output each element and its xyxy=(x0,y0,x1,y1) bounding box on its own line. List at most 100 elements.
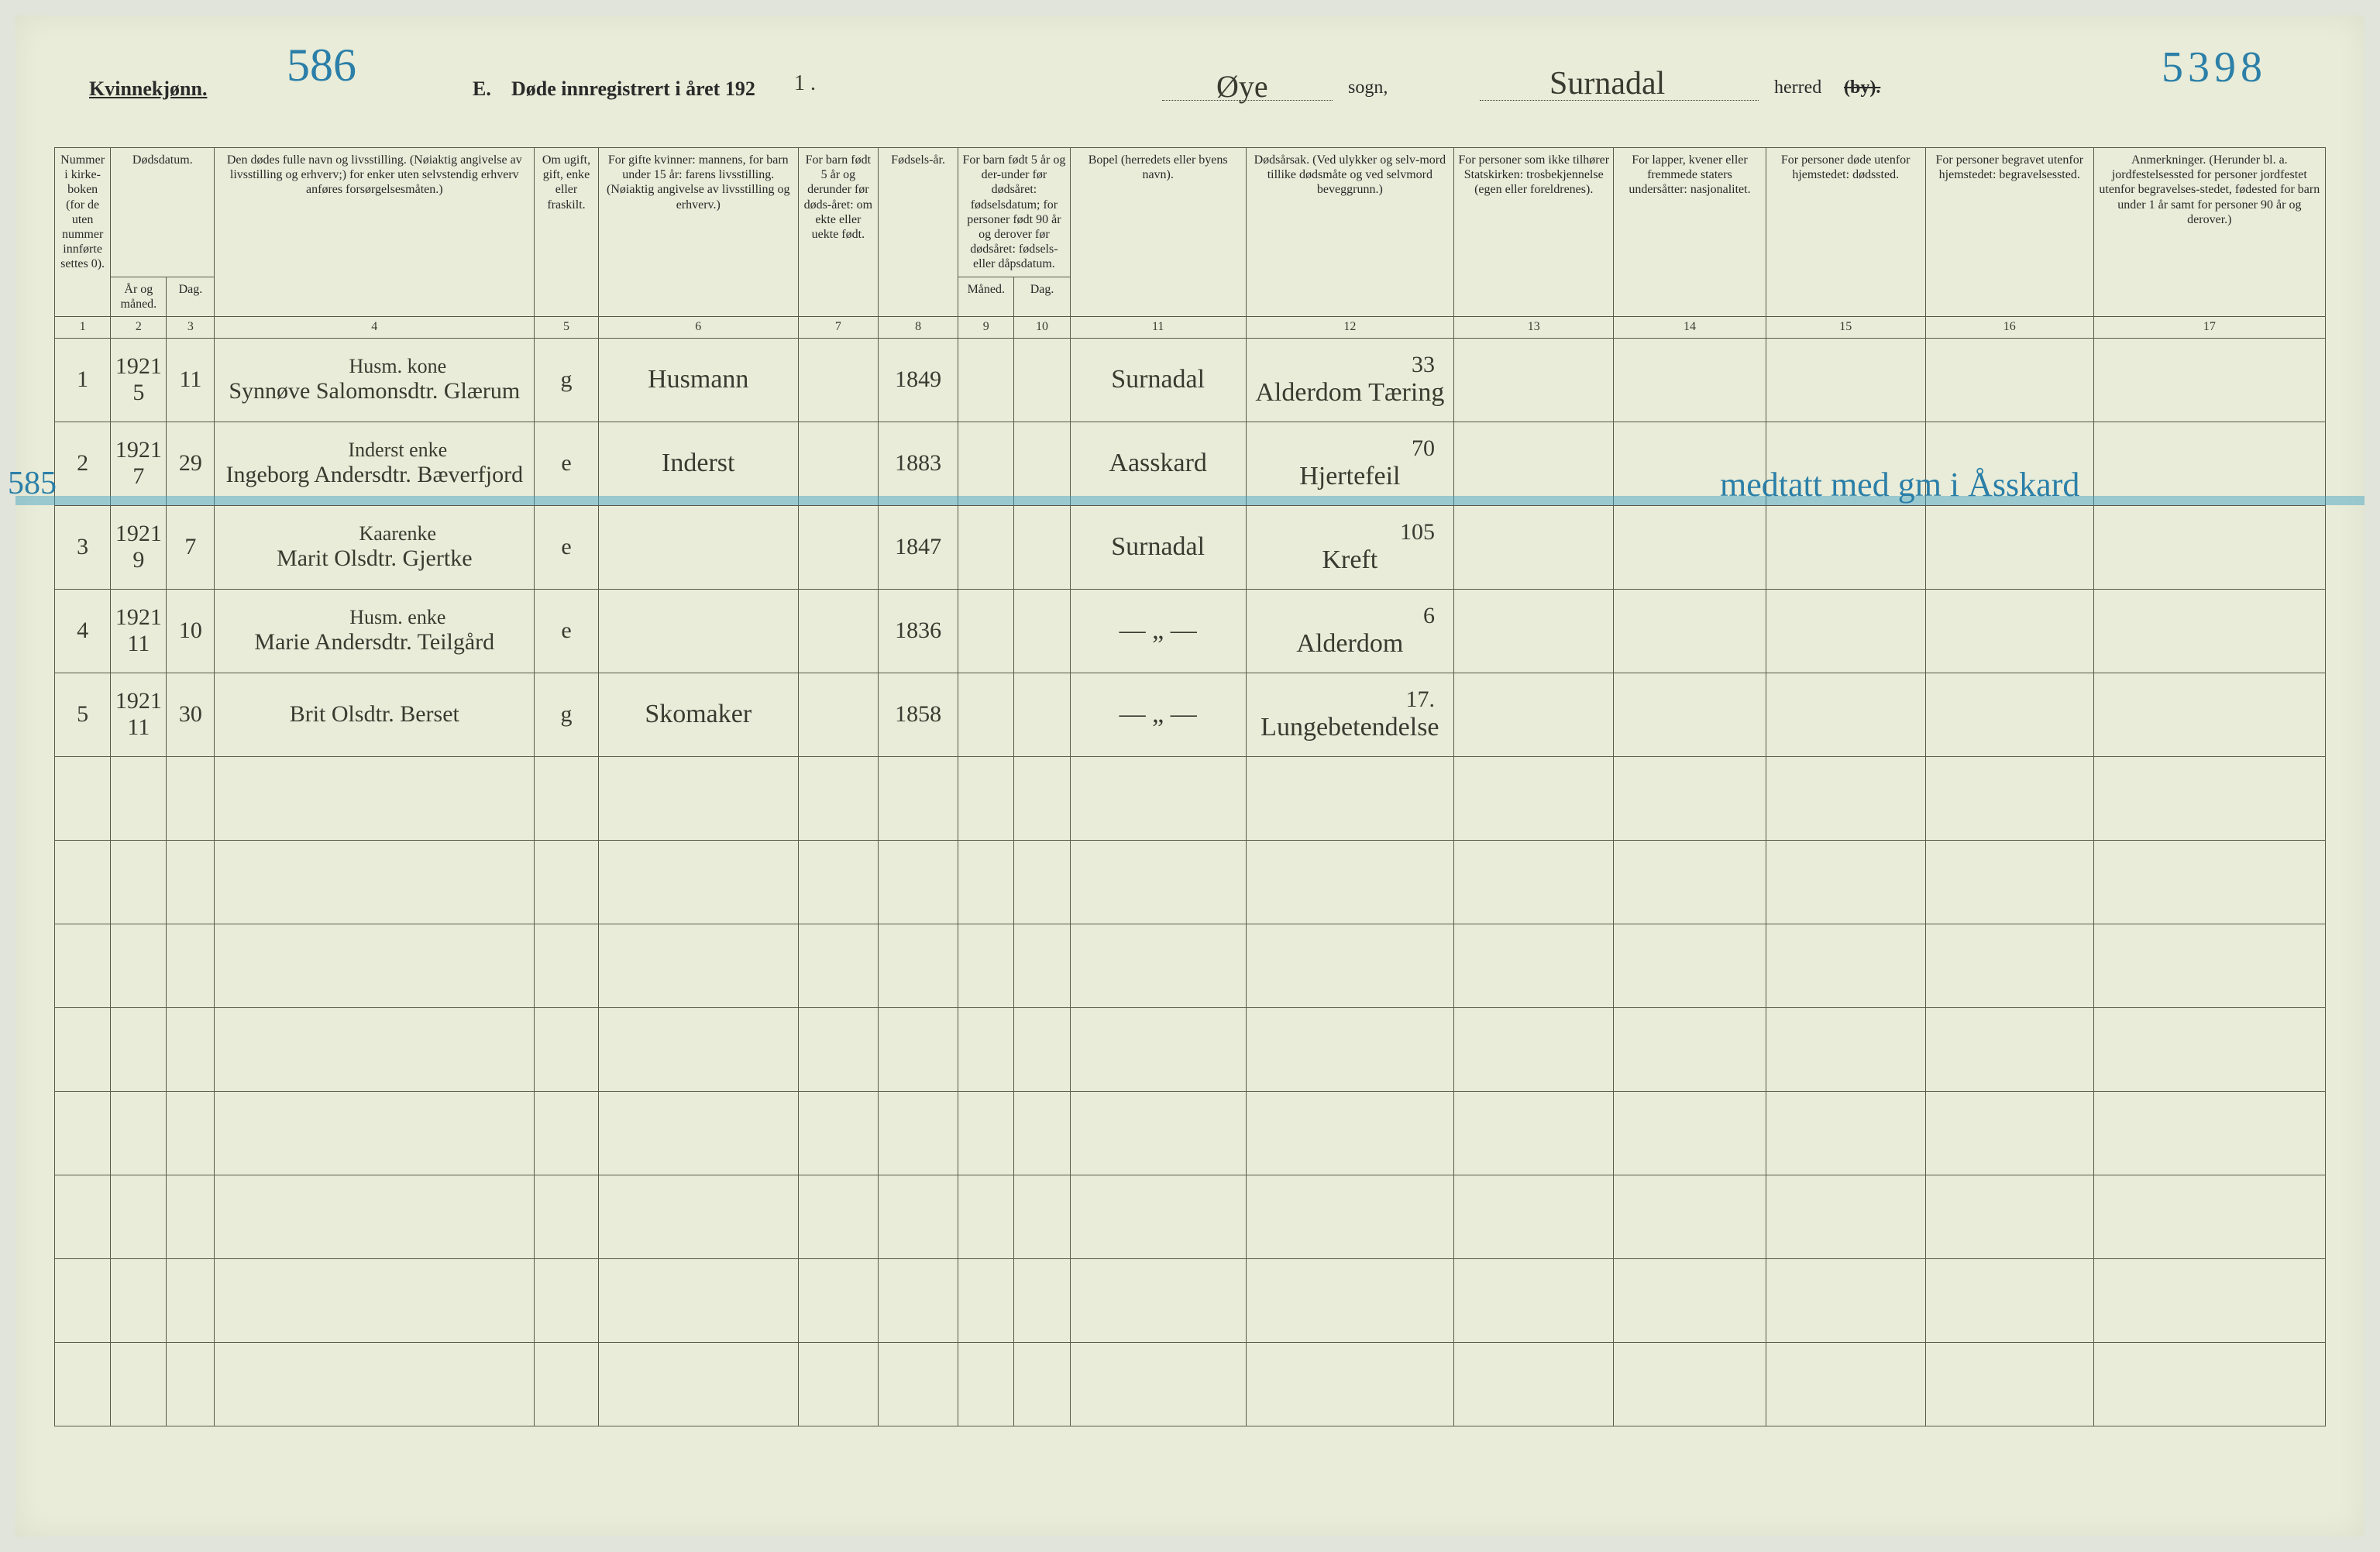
marital-status: e xyxy=(535,422,599,505)
form-title: Døde innregistrert i året 192 xyxy=(511,77,755,101)
empty-cell xyxy=(1070,1175,1246,1258)
death-date-ym: 192111 xyxy=(111,589,167,673)
empty-cell xyxy=(535,1175,599,1258)
col-header-7: For barn født 5 år og derunder før døds-… xyxy=(798,148,878,317)
empty-cell xyxy=(958,1342,1014,1426)
empty-cell xyxy=(1246,840,1453,924)
empty-cell xyxy=(878,1007,958,1091)
table-body: 11921511Husm. koneSynnøve Salomonsdtr. G… xyxy=(55,338,2326,1426)
empty-cell xyxy=(215,1342,535,1426)
death-place xyxy=(1766,673,1925,756)
legit xyxy=(798,589,878,673)
table-row-empty xyxy=(55,1342,2326,1426)
empty-cell xyxy=(1925,840,2093,924)
empty-cell xyxy=(535,1342,599,1426)
empty-cell xyxy=(878,1091,958,1175)
birth-day xyxy=(1014,673,1070,756)
empty-cell xyxy=(1614,1175,1766,1258)
empty-cell xyxy=(798,1342,878,1426)
empty-cell xyxy=(1070,1258,1246,1342)
death-place xyxy=(1766,338,1925,422)
empty-cell xyxy=(958,1258,1014,1342)
empty-cell xyxy=(167,1258,215,1342)
col-header-4: Den dødes fulle navn og livsstilling. (N… xyxy=(215,148,535,317)
empty-cell xyxy=(215,840,535,924)
empty-cell xyxy=(2093,924,2325,1007)
empty-cell xyxy=(1925,1342,2093,1426)
empty-cell xyxy=(1014,1091,1070,1175)
empty-cell xyxy=(1925,1091,2093,1175)
sogn-dotted-line xyxy=(1162,87,1333,101)
marital-status: g xyxy=(535,338,599,422)
colnum: 3 xyxy=(167,316,215,338)
row-num: 2 xyxy=(55,422,111,505)
cause-of-death: 70Hjertefeil xyxy=(1246,422,1453,505)
spouse-occupation xyxy=(598,589,798,673)
confession xyxy=(1454,589,1614,673)
empty-cell xyxy=(535,924,599,1007)
empty-cell xyxy=(535,1258,599,1342)
colnum: 16 xyxy=(1925,316,2093,338)
colnum: 2 xyxy=(111,316,167,338)
remarks xyxy=(2093,673,2325,756)
page-number-blue: 586 xyxy=(287,39,356,92)
empty-cell xyxy=(598,1091,798,1175)
empty-cell xyxy=(167,1007,215,1091)
confession xyxy=(1454,338,1614,422)
empty-cell xyxy=(958,1007,1014,1091)
empty-cell xyxy=(1766,1007,1925,1091)
empty-cell xyxy=(1070,924,1246,1007)
table-row: 419211110Husm. enkeMarie Andersdtr. Teil… xyxy=(55,589,2326,673)
col-header-2-3-top: Dødsdatum. xyxy=(111,148,215,277)
empty-cell xyxy=(1925,924,2093,1007)
colnum: 11 xyxy=(1070,316,1246,338)
empty-cell xyxy=(215,1007,535,1091)
birth-month xyxy=(958,422,1014,505)
colnum: 14 xyxy=(1614,316,1766,338)
empty-cell xyxy=(1614,1007,1766,1091)
burial-place xyxy=(1925,589,2093,673)
empty-cell xyxy=(1454,840,1614,924)
nationality xyxy=(1614,589,1766,673)
col-header-16: For personer begravet utenfor hjemstedet… xyxy=(1925,148,2093,317)
death-date-day: 30 xyxy=(167,673,215,756)
empty-cell xyxy=(1246,1175,1453,1258)
cause-of-death: 17.Lungebetendelse xyxy=(1246,673,1453,756)
death-date-day: 10 xyxy=(167,589,215,673)
col-header-10: Dag. xyxy=(1014,277,1070,316)
empty-cell xyxy=(1246,1091,1453,1175)
name-occupation: Brit Olsdtr. Berset xyxy=(215,673,535,756)
confession xyxy=(1454,422,1614,505)
by-strikethrough: (by). xyxy=(1844,77,1880,98)
legit xyxy=(798,505,878,589)
cause-of-death: 33Alderdom Tæring xyxy=(1246,338,1453,422)
page-header: Kvinnekjønn. 586 E. Døde innregistrert i… xyxy=(54,46,2326,116)
margin-number-blue: 585 xyxy=(8,465,57,502)
empty-cell xyxy=(167,840,215,924)
col-header-11: Bopel (herredets eller byens navn). xyxy=(1070,148,1246,317)
burial-place xyxy=(1925,422,2093,505)
empty-cell xyxy=(215,1175,535,1258)
colnum: 17 xyxy=(2093,316,2325,338)
empty-cell xyxy=(111,1091,167,1175)
empty-cell xyxy=(798,1258,878,1342)
empty-cell xyxy=(1014,840,1070,924)
residence: — „ — xyxy=(1070,589,1246,673)
empty-cell xyxy=(111,924,167,1007)
empty-cell xyxy=(598,1007,798,1091)
colnum: 12 xyxy=(1246,316,1453,338)
empty-cell xyxy=(1070,1342,1246,1426)
empty-cell xyxy=(1014,924,1070,1007)
empty-cell xyxy=(55,1258,111,1342)
col-header-12: Dødsårsak. (Ved ulykker og selv-mord til… xyxy=(1246,148,1453,317)
birth-month xyxy=(958,505,1014,589)
name-occupation: Inderst enkeIngeborg Andersdtr. Bæverfjo… xyxy=(215,422,535,505)
legit xyxy=(798,338,878,422)
empty-cell xyxy=(958,1091,1014,1175)
column-number-row: 1 2 3 4 5 6 7 8 9 10 11 12 13 14 15 16 1… xyxy=(55,316,2326,338)
empty-cell xyxy=(1925,1258,2093,1342)
empty-cell xyxy=(1766,840,1925,924)
empty-cell xyxy=(1014,1342,1070,1426)
empty-cell xyxy=(111,1007,167,1091)
empty-cell xyxy=(55,924,111,1007)
